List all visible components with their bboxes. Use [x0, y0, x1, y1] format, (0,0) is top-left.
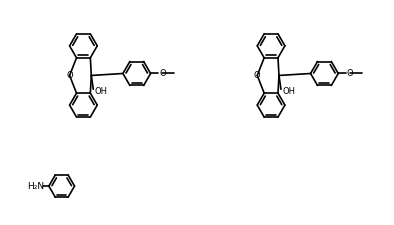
Text: H₂N: H₂N — [28, 182, 45, 191]
Text: O: O — [254, 71, 260, 80]
Text: O: O — [66, 71, 73, 80]
Text: O: O — [159, 69, 166, 78]
Text: OH: OH — [95, 87, 108, 96]
Text: OH: OH — [282, 87, 296, 96]
Text: O: O — [347, 69, 353, 78]
